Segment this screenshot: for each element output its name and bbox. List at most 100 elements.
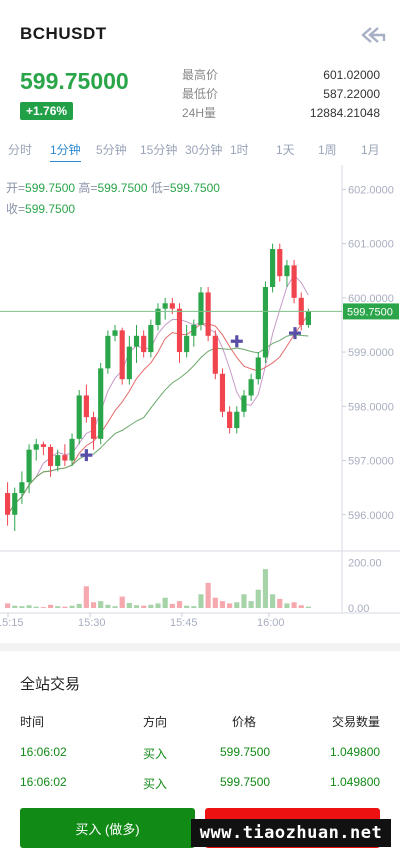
volume-bar xyxy=(227,603,233,608)
ma20-line xyxy=(7,334,309,516)
volume-bar xyxy=(141,605,147,608)
candle-body xyxy=(169,303,175,309)
high-value: 599.7500 xyxy=(97,181,148,195)
close-label: 收= xyxy=(6,202,26,216)
volume-bar xyxy=(277,598,283,608)
volume-bar xyxy=(198,594,204,608)
candle-body xyxy=(184,335,190,353)
last-price: 599.75000 xyxy=(20,68,129,94)
section-divider xyxy=(0,643,400,651)
col-header-qty: 交易数量 xyxy=(332,715,381,729)
stat-row-volume: 24H量 12884.21048 xyxy=(182,104,380,123)
kline-chart[interactable]: 602.0000 601.0000 600.0000 599.0000 598.0000… xyxy=(0,165,400,643)
volume-bar xyxy=(33,606,39,608)
event-marker-icon xyxy=(289,327,301,340)
low-label: 低= xyxy=(150,181,170,195)
candle-body xyxy=(98,368,104,439)
volume-bar xyxy=(69,605,75,608)
candle-body xyxy=(291,265,297,298)
trade-time: 16:06:02 xyxy=(20,745,67,759)
trade-price: 599.7500 xyxy=(220,775,271,789)
volume-bar xyxy=(162,597,168,608)
candle-body xyxy=(205,292,211,336)
volume-bar xyxy=(255,589,261,608)
candle-body xyxy=(162,303,168,309)
volume-bar xyxy=(298,605,304,608)
tab-1month[interactable]: 1月 xyxy=(361,143,380,157)
candle-body xyxy=(26,449,32,483)
volume-bar xyxy=(98,601,104,608)
volume-bar xyxy=(12,605,18,608)
volume-bar xyxy=(62,606,68,608)
trade-qty: 1.049800 xyxy=(330,745,381,759)
event-marker-icon xyxy=(230,335,243,348)
volume-bar xyxy=(305,606,311,608)
tab-5min[interactable]: 5分钟 xyxy=(96,143,127,157)
time-label: 15:30 xyxy=(78,617,106,629)
kline-svg[interactable]: 602.0000 601.0000 600.0000 599.0000 598.0000… xyxy=(0,165,400,643)
volume-bar xyxy=(83,586,89,608)
candle-body xyxy=(148,324,154,353)
volume-bar xyxy=(76,603,82,608)
candle-body xyxy=(234,411,240,428)
low-value: 599.7500 xyxy=(169,181,220,195)
price-tick-label: 599.0000 xyxy=(348,347,394,359)
stat-value: 12884.21048 xyxy=(309,106,380,120)
candle-body xyxy=(284,265,290,277)
tab-30min[interactable]: 30分钟 xyxy=(185,143,223,157)
candle-body xyxy=(62,455,68,461)
candle-body xyxy=(141,335,147,353)
volume-bar xyxy=(155,603,161,608)
volume-bar xyxy=(90,602,97,608)
tab-1day[interactable]: 1天 xyxy=(276,143,295,157)
close-value: 599.7500 xyxy=(25,202,76,216)
candle-body xyxy=(33,444,39,450)
candle-body xyxy=(133,335,140,347)
buy-long-button[interactable]: 买入 (做多) xyxy=(20,808,195,848)
volume-bar xyxy=(19,606,25,608)
time-label: 15:15 xyxy=(0,617,24,629)
volume-bar xyxy=(126,602,132,608)
stat-value: 587.22000 xyxy=(323,87,380,101)
candle-body xyxy=(83,395,89,418)
price-tick-label: 600.0000 xyxy=(348,293,394,305)
candle-body xyxy=(176,308,183,353)
price-tick-label: 602.0000 xyxy=(348,184,394,196)
volume-bar xyxy=(55,606,61,608)
back-icon[interactable] xyxy=(360,24,386,46)
trade-side: 买入 xyxy=(143,747,168,761)
volume-bar xyxy=(133,605,140,608)
volume-bar xyxy=(248,601,254,608)
candle-body xyxy=(227,411,233,428)
ohlc-readout: 开=599.7500 高=599.7500 低=599.7500 收=599.7… xyxy=(6,178,220,220)
time-label: 16:00 xyxy=(257,617,285,629)
candle-body xyxy=(55,455,61,466)
volume-bar xyxy=(26,605,32,608)
stat-label: 最高价 xyxy=(182,68,219,82)
tab-15min[interactable]: 15分钟 xyxy=(140,143,178,157)
tab-1min[interactable]: 1分钟 xyxy=(50,141,81,162)
candle-body xyxy=(126,346,132,380)
col-header-time: 时间 xyxy=(20,715,45,729)
stat-value: 601.02000 xyxy=(323,68,380,82)
volume-tick-label: 0.00 xyxy=(348,603,369,615)
current-price-tag xyxy=(343,303,399,320)
change-badge: +1.76% xyxy=(20,102,74,120)
stat-label: 24H量 xyxy=(182,106,217,120)
stat-label: 最低价 xyxy=(182,87,219,101)
volume-bar xyxy=(234,602,240,608)
trade-time: 16:06:02 xyxy=(20,775,67,789)
candle-body xyxy=(255,357,261,380)
watermark: www.tiaozhuan.net xyxy=(191,819,391,847)
stat-row-low: 最低价 587.22000 xyxy=(182,85,380,104)
trade-qty: 1.049800 xyxy=(330,775,381,789)
price-tick-label: 596.0000 xyxy=(348,510,394,522)
tab-timeline[interactable]: 分时 xyxy=(8,143,33,157)
tab-1hour[interactable]: 1时 xyxy=(230,143,249,157)
col-header-price: 价格 xyxy=(232,715,257,729)
candle-body xyxy=(248,379,254,396)
event-marker-icon xyxy=(80,449,93,462)
volume-bar xyxy=(205,582,211,608)
trade-side: 买入 xyxy=(143,777,168,791)
tab-1week[interactable]: 1周 xyxy=(318,143,337,157)
